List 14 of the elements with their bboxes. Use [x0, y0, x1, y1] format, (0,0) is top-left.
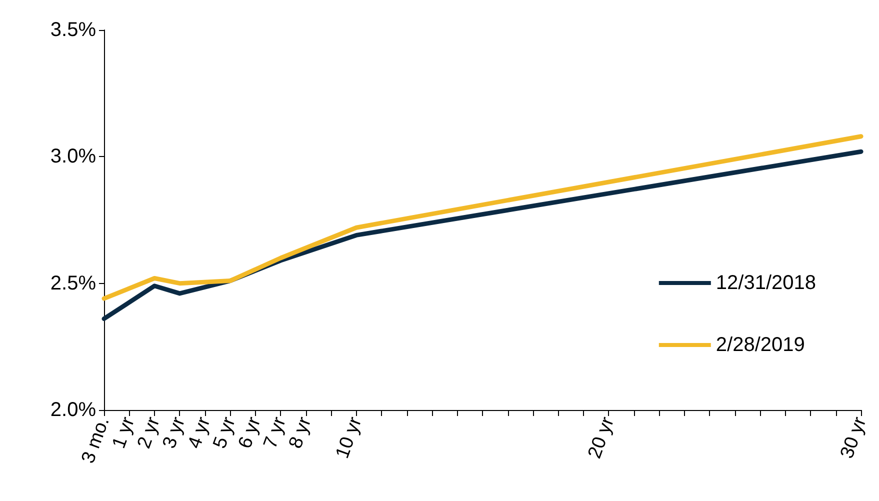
x-tick-label: 8 yr — [285, 414, 316, 452]
line-series — [102, 149, 864, 322]
legend-label: 12/31/2018 — [716, 272, 816, 294]
x-tick-label: 3 yr — [159, 414, 190, 452]
y-tick-label: 3.5% — [50, 19, 96, 41]
x-tick-label: 20 yr — [584, 414, 619, 462]
x-tick-label: 5 yr — [209, 414, 240, 452]
y-tick-label: 3.0% — [50, 146, 96, 168]
x-tick-label: 10 yr — [332, 414, 366, 462]
y-tick-label: 2.0% — [50, 399, 96, 421]
line-series — [102, 134, 864, 301]
y-tick-label: 2.5% — [50, 272, 96, 294]
legend-label: 2/28/2019 — [716, 334, 805, 356]
x-tick-label: 30 yr — [836, 414, 872, 462]
